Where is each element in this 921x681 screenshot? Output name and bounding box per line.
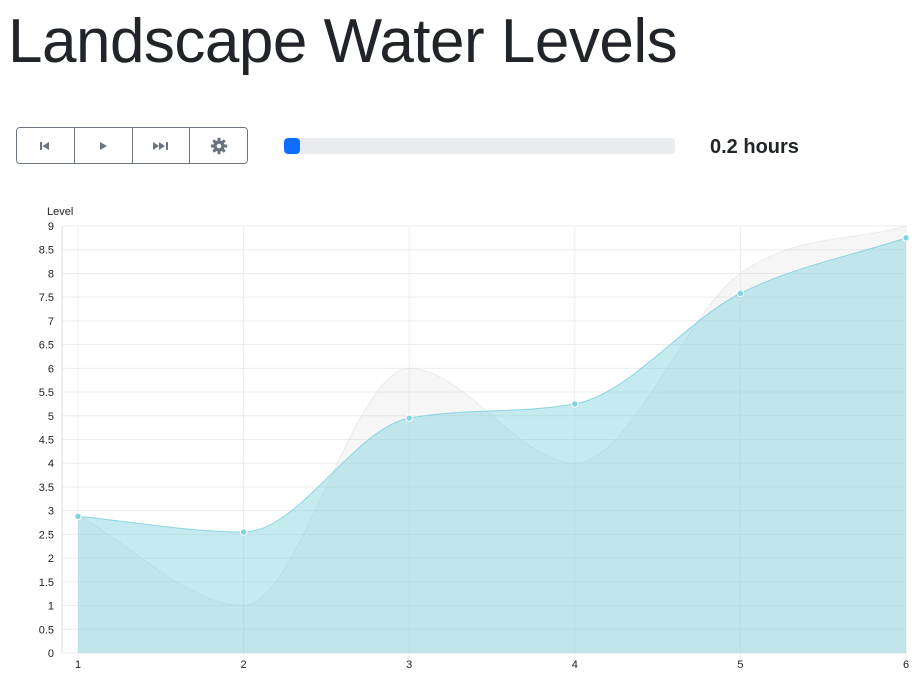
x-tick-label: 4 <box>572 659 578 671</box>
play-button[interactable] <box>74 128 133 163</box>
y-tick-label: 6.5 <box>39 340 54 352</box>
data-point[interactable] <box>74 512 82 521</box>
y-tick-label: 0 <box>48 648 54 660</box>
y-tick-label: 3.5 <box>39 482 54 494</box>
y-tick-label: 3 <box>48 506 54 518</box>
y-tick-label: 2.5 <box>39 529 54 541</box>
data-point[interactable] <box>571 400 579 408</box>
play-icon <box>100 141 108 150</box>
series-line <box>77 225 907 607</box>
y-tick-label: 8 <box>48 268 54 280</box>
y-tick-label: 4.5 <box>39 435 54 447</box>
water-level-chart: 0 0.5 1 1.5 2 2.5 3 3.5 4 4.5 5 5.5 6 6.5 7 7.5 8 8.5 9 1 2 3… <box>39 206 910 671</box>
elapsed-time-label: 0.2 hours <box>710 136 799 158</box>
y-tick-label: 6 <box>48 363 54 375</box>
y-tick-label: 4 <box>48 458 54 470</box>
settings-button[interactable] <box>190 128 247 163</box>
series-line <box>77 237 907 533</box>
y-tick-label: 7 <box>48 316 54 328</box>
x-tick-label: 1 <box>75 659 81 671</box>
skip-back-icon <box>40 141 50 150</box>
y-tick-label: 8.5 <box>39 245 54 257</box>
y-tick-label: 0.5 <box>39 624 54 636</box>
x-tick-label: 2 <box>241 659 247 671</box>
x-tick-label: 6 <box>903 659 909 671</box>
data-point[interactable] <box>405 414 413 422</box>
series-area <box>78 226 906 653</box>
data-point[interactable] <box>239 528 248 536</box>
x-tick-label: 5 <box>737 659 743 671</box>
fast-forward-button[interactable] <box>132 128 191 163</box>
fast-forward-icon <box>152 141 168 150</box>
y-tick-label: 9 <box>48 221 54 233</box>
data-point[interactable] <box>902 234 910 242</box>
y-tick-label: 5.5 <box>39 387 54 399</box>
y-tick-label: 7.5 <box>39 292 54 304</box>
gear-icon <box>210 137 227 154</box>
x-tick-label: 3 <box>406 659 412 671</box>
progress-bar-fill <box>284 138 300 154</box>
y-tick-label: 2 <box>48 553 54 565</box>
y-tick-label: 1 <box>48 601 54 613</box>
page-title: Landscape Water Levels <box>8 7 678 76</box>
playback-controls <box>16 127 248 164</box>
y-axis-label: Level <box>47 206 73 218</box>
series-area <box>78 237 906 653</box>
skip-back-button[interactable] <box>17 128 75 163</box>
time-progress[interactable] <box>284 138 675 154</box>
y-tick-label: 5 <box>48 411 54 423</box>
y-tick-label: 1.5 <box>39 577 54 589</box>
data-point[interactable] <box>736 289 745 298</box>
